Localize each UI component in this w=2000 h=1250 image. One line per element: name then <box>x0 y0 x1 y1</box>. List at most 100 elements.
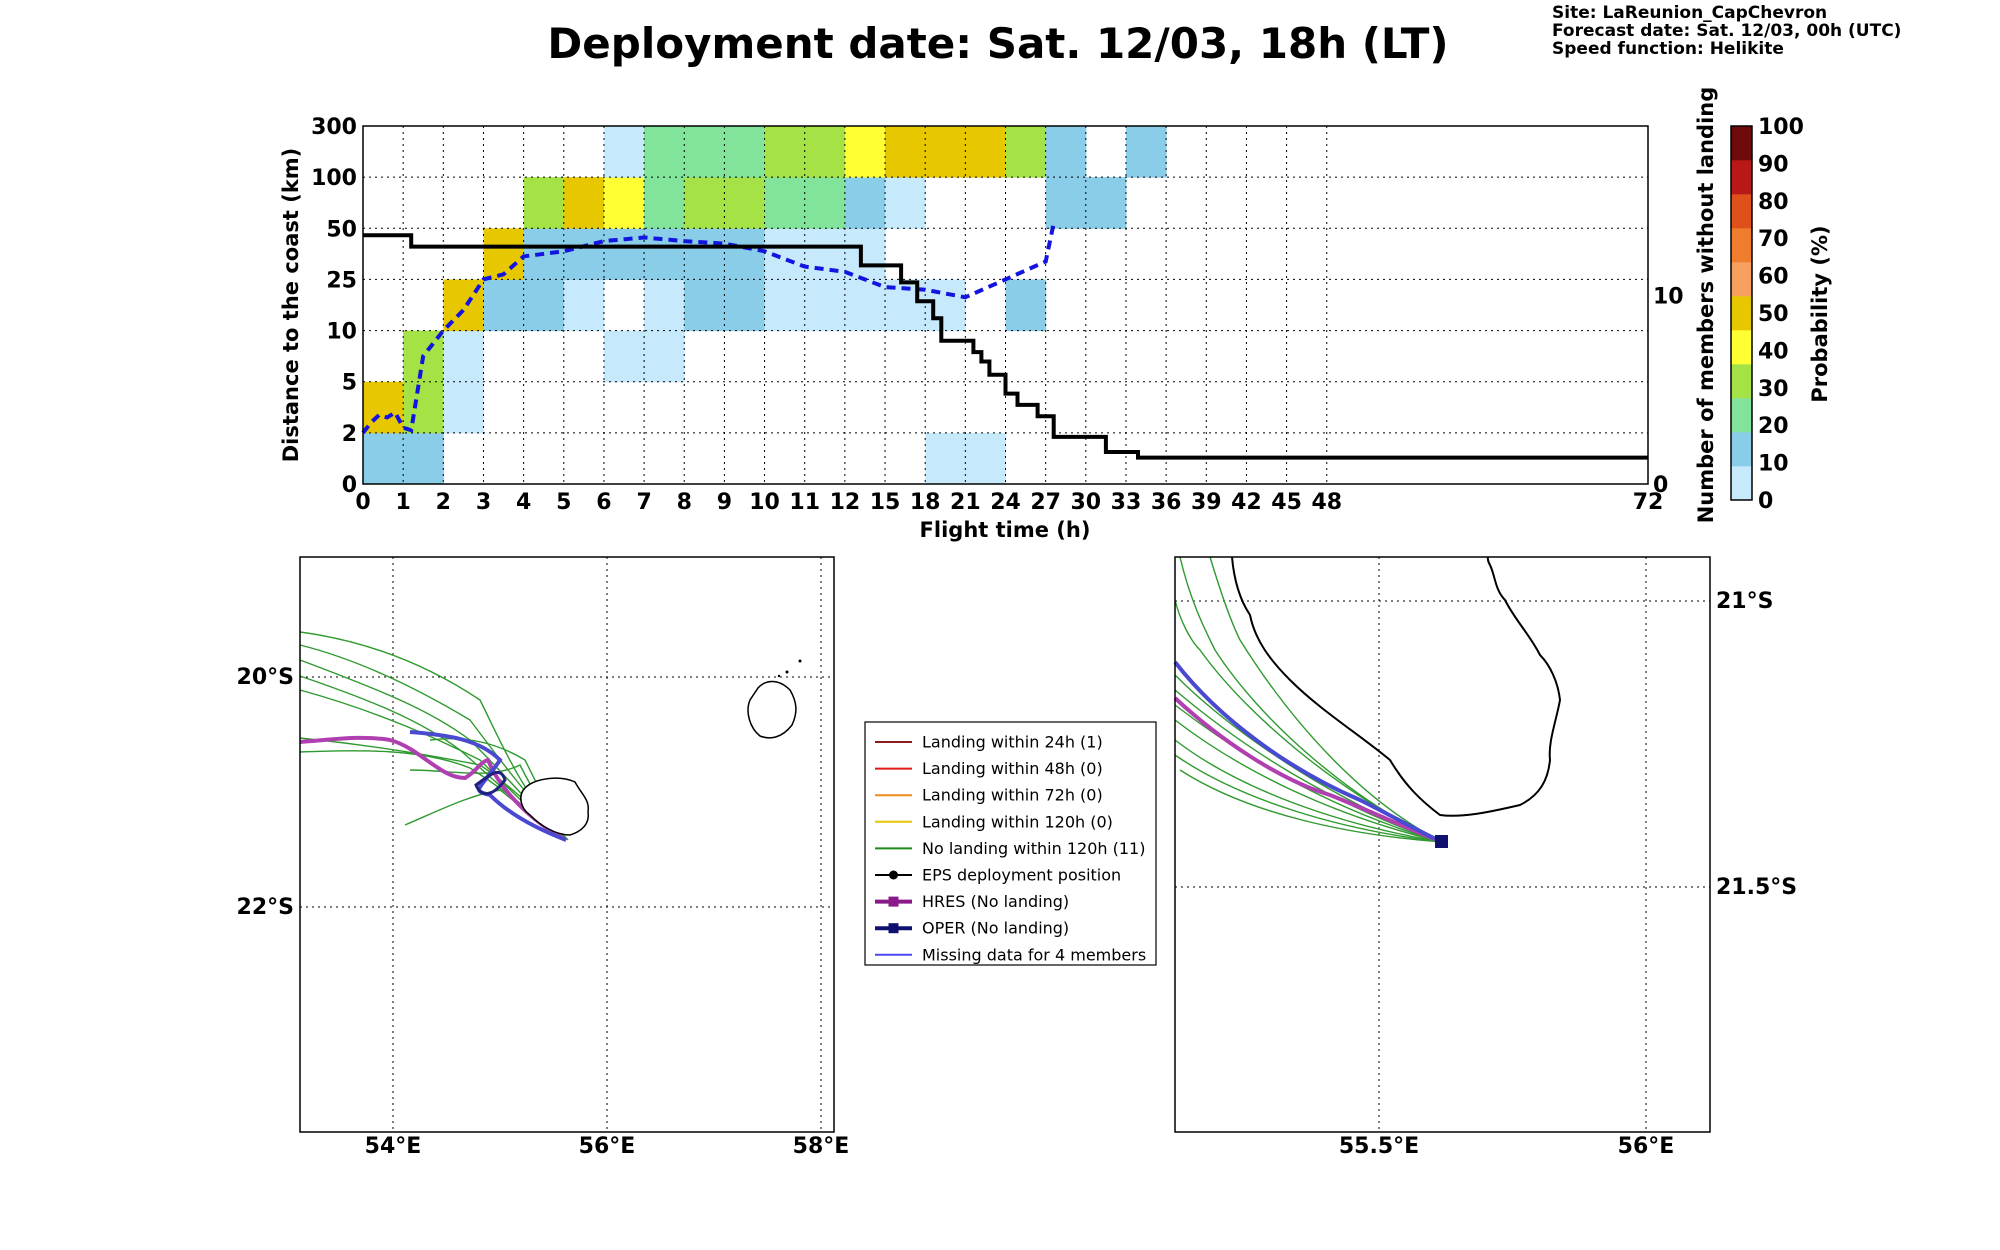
ensemble-track <box>1174 719 1443 843</box>
x-tick-label: 0 <box>355 490 370 515</box>
forecast-date-info: Forecast date: Sat. 12/03, 00h (UTC) <box>1552 21 1901 41</box>
heatmap-cell <box>1125 126 1167 178</box>
heatmap-cell <box>483 279 525 332</box>
y-tick-label: 0 <box>342 473 357 498</box>
heatmap-cell <box>1045 177 1087 229</box>
map-right-lon-label: 56°E <box>1618 1134 1675 1159</box>
map-right-lat-label: 21°S <box>1716 589 1773 614</box>
colorbar-swatch <box>1731 364 1752 399</box>
heatmap-cell <box>363 381 404 434</box>
x-tick-label: 45 <box>1271 490 1302 515</box>
map-left: 54°E 56°E 58°E 20°S 22°S <box>237 556 849 1159</box>
colorbar-tick-label: 90 <box>1758 152 1789 177</box>
heatmap-cell <box>563 177 605 229</box>
heatmap-cell <box>804 126 846 178</box>
heatmap-cell <box>603 126 645 178</box>
heatmap-cell <box>925 432 966 485</box>
y-tick-label: 5 <box>342 371 357 396</box>
ensemble-track <box>1179 556 1443 843</box>
oper-loop <box>474 770 507 796</box>
map-right-frame <box>1174 556 1711 1133</box>
heatmap-cell <box>764 279 806 332</box>
colorbar-tick-label: 10 <box>1758 452 1789 477</box>
map-left-lon-label: 54°E <box>365 1134 422 1159</box>
x-tick-label: 7 <box>636 490 651 515</box>
y2-tick-label: 10 <box>1653 285 1684 310</box>
heatmap-cell <box>804 228 846 280</box>
speed-function-info: Speed function: Helikite <box>1552 39 1784 59</box>
colorbar-tick-label: 30 <box>1758 377 1789 402</box>
map-left-frame <box>299 556 835 1133</box>
hres-track <box>299 735 567 842</box>
colorbar-swatch <box>1731 296 1752 331</box>
colorbar-swatch <box>1731 466 1752 501</box>
colorbar-tick-label: 40 <box>1758 339 1789 364</box>
heatmap-cell <box>644 177 685 229</box>
legend-label: HRES (No landing) <box>922 892 1069 911</box>
legend-label: No landing within 120h (11) <box>922 839 1145 858</box>
colorbar-swatch <box>1731 262 1752 297</box>
ensemble-track <box>1174 754 1443 843</box>
map-left-lat-label: 20°S <box>237 665 294 690</box>
heatmap-cell <box>363 432 404 485</box>
map-right: 55.5°E 56°E 21°S 21.5°S <box>1173 556 1797 1159</box>
ensemble-track <box>1174 599 1443 843</box>
y-tick-label: 100 <box>311 166 357 191</box>
y-tick-label: 2 <box>342 422 357 447</box>
x-tick-label: 2 <box>436 490 451 515</box>
heatmap-cell <box>563 228 605 280</box>
x-tick-label: 33 <box>1111 490 1142 515</box>
heatmap-cell <box>523 279 565 332</box>
colorbar-swatch <box>1731 330 1752 365</box>
x-tick-label: 5 <box>556 490 571 515</box>
colorbar-label: Probability (%) <box>1808 225 1832 402</box>
islet <box>798 659 802 663</box>
reunion-coastline <box>1231 556 1562 817</box>
colorbar-tick-label: 100 <box>1758 115 1804 140</box>
heatmap-cell <box>644 279 685 332</box>
x-tick-label: 6 <box>596 490 611 515</box>
members-without-landing-line <box>363 233 1648 460</box>
ensemble-trajectories-zoom <box>1174 556 1443 843</box>
hres-track-zoom <box>1173 696 1443 844</box>
legend: Landing within 24h (1) Landing within 48h… <box>864 721 1157 966</box>
heatmap-cell <box>684 279 725 332</box>
median-distance-line <box>361 222 1056 435</box>
heatmap-cell <box>684 228 725 280</box>
x-tick-label: 12 <box>830 490 861 515</box>
heatmap-cell <box>644 126 685 178</box>
x-tick-label: 9 <box>717 490 732 515</box>
heatmap-cell <box>965 432 1006 485</box>
heatmap-cell <box>724 228 766 280</box>
heatmap-cell <box>844 279 886 332</box>
heatmap-cell <box>483 228 525 280</box>
heatmap-cell <box>403 381 444 434</box>
reunion-island <box>520 777 590 836</box>
heatmap-cell <box>644 330 685 383</box>
page-title: Deployment date: Sat. 12/03, 18h (LT) <box>547 19 1448 68</box>
y2-axis-label: Number of members without landing <box>1694 87 1718 524</box>
colorbar-swatch <box>1731 194 1752 229</box>
heatmap-cell <box>443 381 484 434</box>
site-info: Site: LaReunion_CapChevron <box>1552 3 1827 23</box>
x-tick-label: 8 <box>677 490 692 515</box>
islet <box>777 674 781 678</box>
heatmap-cell <box>563 279 605 332</box>
oper-track-zoom <box>1173 660 1443 844</box>
ensemble-track <box>1174 739 1443 843</box>
legend-label: EPS deployment position <box>922 866 1121 885</box>
x-tick-labels: 0 1 2 3 4 5 6 7 8 9 10 11 12 15 18 21 24 27 30 33 36 39 42 45 48… <box>355 490 1663 515</box>
legend-label: Landing within 48h (0) <box>922 759 1103 778</box>
x-tick-label: 24 <box>990 490 1021 515</box>
colorbar-tick-label: 60 <box>1758 265 1789 290</box>
colorbar-tick-label: 80 <box>1758 190 1789 215</box>
islet <box>785 670 789 674</box>
x-tick-label: 21 <box>950 490 981 515</box>
legend-marker-square <box>888 896 899 907</box>
heatmap-cell <box>885 177 926 229</box>
y-tick-label: 10 <box>326 320 357 345</box>
legend-label: Missing data for 4 members <box>922 945 1146 964</box>
heatmap-chart: 0 1 2 3 4 5 6 7 8 9 10 11 12 15 18 21 24 27 30 33 36 39 42 45 48… <box>279 87 1718 542</box>
heatmap-cell <box>724 177 766 229</box>
